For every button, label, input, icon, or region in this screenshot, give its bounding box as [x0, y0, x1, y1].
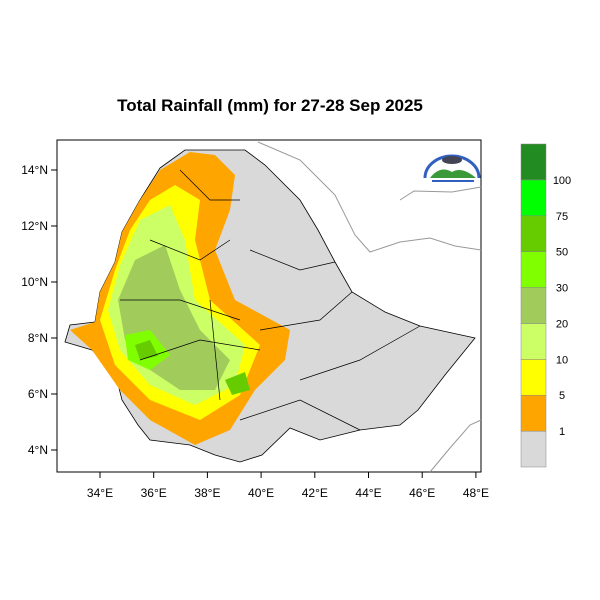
legend-swatch [520, 323, 547, 360]
legend-swatch [520, 143, 547, 181]
legend-swatch [520, 179, 547, 217]
legend-swatch [520, 287, 547, 324]
legend-swatch [520, 251, 547, 288]
x-tick-label: 44°E [355, 486, 381, 500]
legend-label: 1 [559, 426, 565, 438]
legend-label: 75 [556, 211, 568, 223]
y-tick-label: 14°N [21, 163, 48, 177]
legend-label: 100 [553, 175, 571, 187]
ethiopia-logo [423, 154, 481, 182]
legend-swatch [520, 215, 547, 252]
x-tick-label: 34°E [87, 486, 113, 500]
legend-label: 50 [556, 247, 568, 259]
x-tick-label: 46°E [409, 486, 435, 500]
legend-swatch [520, 430, 547, 468]
y-axis: 14°N 12°N 10°N 8°N 6°N 4°N [21, 163, 57, 457]
y-tick-label: 10°N [21, 275, 48, 289]
legend-label: 5 [559, 390, 565, 402]
y-tick-label: 12°N [21, 219, 48, 233]
x-tick-label: 36°E [141, 486, 167, 500]
legend-swatch [520, 394, 547, 432]
y-tick-label: 6°N [28, 387, 48, 401]
color-legend: 1 5 10 20 30 50 75 100 [520, 143, 571, 468]
legend-label: 30 [556, 283, 568, 295]
y-tick-label: 8°N [28, 331, 48, 345]
neighbor-coastlines [257, 141, 482, 473]
admin-boundaries [120, 169, 421, 431]
legend-swatch [520, 359, 547, 396]
x-tick-label: 42°E [302, 486, 328, 500]
x-tick-label: 40°E [248, 486, 274, 500]
legend-label: 20 [556, 318, 568, 330]
x-tick-label: 38°E [194, 486, 220, 500]
x-tick-label: 48°E [463, 486, 489, 500]
y-tick-label: 4°N [28, 443, 48, 457]
legend-label: 10 [556, 354, 568, 366]
x-axis: 34°E 36°E 38°E 40°E 42°E 44°E 46°E 48°E [87, 472, 489, 500]
map-title: Total Rainfall (mm) for 27-28 Sep 2025 [117, 96, 423, 115]
rainfall-areas [70, 152, 290, 445]
